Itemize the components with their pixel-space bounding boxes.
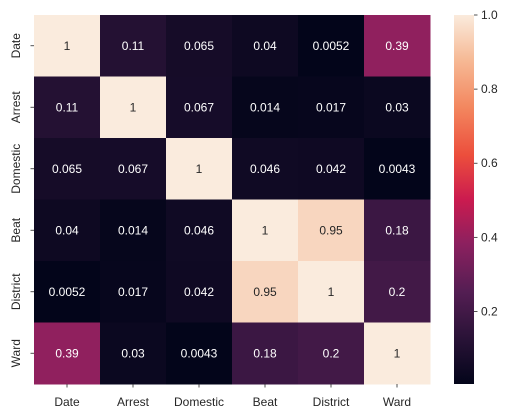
colorbar-tick-label: 0.8 — [481, 82, 498, 96]
colorbar: 0.2 0.4 0.6 0.8 1.0 — [454, 8, 498, 384]
cell-value-label: 0.95 — [253, 285, 277, 299]
cell-value-label: 0.11 — [122, 39, 145, 53]
cell-value-label: 0.2 — [389, 285, 406, 299]
cell-value-label: 0.042 — [184, 285, 214, 299]
cell-value-label: 1 — [328, 285, 335, 299]
cell-value-label: 0.017 — [118, 285, 148, 299]
cell-value-label: 0.067 — [184, 100, 214, 114]
cell-value-label: 0.39 — [55, 346, 79, 360]
x-tick-label: Ward — [383, 395, 411, 409]
y-tick-label: Arrest — [9, 91, 23, 124]
x-tick-label: District — [313, 395, 350, 409]
cell-value-label: 1 — [130, 100, 137, 114]
cell-value-label: 0.042 — [316, 162, 346, 176]
y-axis: Date Arrest Domestic Beat District Ward — [9, 33, 34, 368]
cell-value-label: 1 — [262, 223, 269, 237]
cell-value-label: 0.046 — [250, 162, 280, 176]
y-tick-label: District — [9, 273, 23, 310]
heatmap-cells: 1 0.11 0.065 0.04 0.0052 0.39 0.11 1 0.067 0.014 0… — [34, 15, 431, 385]
cell-value-label: 0.18 — [253, 346, 277, 360]
colorbar-tick-label: 0.2 — [481, 304, 498, 318]
x-tick-label: Date — [54, 395, 80, 409]
cell-value-label: 0.04 — [253, 39, 277, 53]
cell-value-label: 0.03 — [121, 346, 145, 360]
cell-value-label: 0.03 — [385, 100, 409, 114]
colorbar-tick-label: 0.4 — [481, 230, 498, 244]
cell-value-label: 0.0052 — [49, 285, 86, 299]
cell-value-label: 0.95 — [319, 223, 343, 237]
colorbar-tick-label: 1.0 — [481, 8, 498, 22]
cell-value-label: 0.065 — [184, 39, 214, 53]
cell-value-label: 0.017 — [316, 100, 346, 114]
cell-value-label: 0.067 — [118, 162, 148, 176]
cell-value-label: 0.046 — [184, 223, 214, 237]
y-tick-label: Date — [9, 33, 23, 59]
colorbar-tick-label: 0.6 — [481, 156, 498, 170]
cell-value-label: 0.0043 — [181, 346, 218, 360]
colorbar-gradient — [454, 15, 474, 384]
cell-value-label: 0.18 — [385, 223, 409, 237]
cell-value-label: 0.11 — [56, 100, 79, 114]
x-tick-label: Beat — [253, 395, 278, 409]
cell-value-label: 0.065 — [52, 162, 82, 176]
y-tick-label: Beat — [9, 217, 23, 242]
cell-value-label: 1 — [196, 162, 203, 176]
cell-value-label: 1 — [394, 346, 401, 360]
y-tick-label: Ward — [9, 339, 23, 367]
cell-value-label: 0.2 — [323, 346, 340, 360]
cell-value-label: 0.014 — [250, 100, 280, 114]
cell-value-label: 0.04 — [55, 223, 79, 237]
x-axis: Date Arrest Domestic Beat District Ward — [54, 384, 411, 409]
x-tick-label: Domestic — [174, 395, 224, 409]
cell-value-label: 0.39 — [385, 39, 409, 53]
y-tick-label: Domestic — [9, 144, 23, 194]
cell-value-label: 1 — [64, 39, 71, 53]
x-tick-label: Arrest — [117, 395, 150, 409]
cell-value-label: 0.014 — [118, 223, 148, 237]
cell-value-label: 0.0043 — [379, 162, 416, 176]
cell-value-label: 0.0052 — [313, 39, 350, 53]
